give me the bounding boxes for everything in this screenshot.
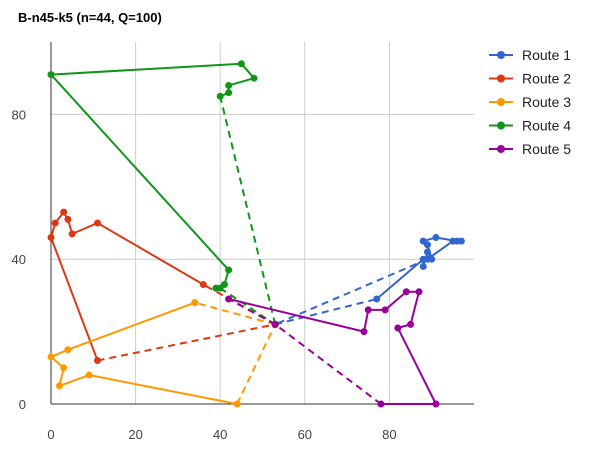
- route-4-series: [47, 60, 279, 328]
- customer-point: [377, 400, 385, 408]
- customer-point: [47, 71, 55, 79]
- legend-item-route-2: Route 2: [489, 71, 571, 87]
- legend-label: Route 4: [522, 118, 571, 134]
- route-edge: [228, 77, 255, 87]
- customer-point: [225, 266, 233, 274]
- route-depot-edge: [274, 298, 377, 326]
- legend-label: Route 1: [522, 47, 571, 63]
- customer-point: [47, 233, 55, 241]
- customer-point: [233, 400, 241, 408]
- customer-point: [216, 284, 224, 292]
- x-tick-label: 80: [382, 427, 396, 442]
- y-tick-label: 40: [12, 252, 26, 267]
- route-2-series: [47, 208, 279, 365]
- grid-layer: [51, 42, 474, 404]
- legend-swatch-marker: [497, 121, 505, 130]
- customer-point: [373, 295, 381, 303]
- customer-point: [449, 237, 457, 245]
- route-edge: [71, 222, 98, 235]
- customer-point: [94, 219, 102, 227]
- route-edge: [396, 327, 437, 405]
- customer-point: [381, 306, 389, 314]
- legend-swatch-marker: [497, 51, 505, 59]
- customer-point: [225, 295, 233, 303]
- chart-title: B-n45-k5 (n=44, Q=100): [18, 10, 162, 25]
- customer-point: [60, 364, 68, 372]
- series-layer: [47, 60, 465, 408]
- route-edge: [97, 222, 204, 286]
- customer-point: [457, 237, 465, 245]
- customer-point: [55, 382, 63, 390]
- legend-item-route-4: Route 4: [489, 118, 571, 134]
- customer-point: [423, 248, 431, 256]
- y-tick-label: 0: [19, 397, 26, 412]
- customer-point: [216, 92, 224, 100]
- legend: Route 1 Route 2 Route 3 Route 4 Route 5: [489, 47, 571, 157]
- route-depot-edge: [219, 287, 276, 326]
- x-tick-label: 40: [213, 427, 227, 442]
- customer-point: [364, 306, 372, 314]
- route-edge: [50, 62, 242, 76]
- route-edge: [363, 309, 370, 332]
- y-tick-label: 80: [12, 107, 26, 122]
- legend-item-route-5: Route 5: [489, 141, 571, 157]
- customer-point: [94, 357, 102, 365]
- route-depot-edge: [219, 96, 277, 325]
- legend-label: Route 3: [522, 94, 571, 110]
- legend-swatch-marker: [497, 145, 505, 153]
- customer-point: [60, 208, 68, 216]
- legend-swatch-marker: [497, 98, 505, 106]
- axis-layer: 0 20 40 60 80 0 40 80: [12, 42, 474, 442]
- route-depot-edge: [236, 323, 277, 405]
- route-depot-edge: [274, 258, 428, 326]
- customer-point: [237, 60, 245, 68]
- customer-point: [423, 255, 431, 263]
- customer-point: [402, 288, 410, 296]
- customer-point: [419, 262, 427, 270]
- route-depot-edge: [194, 301, 276, 326]
- route-5-series: [225, 288, 440, 408]
- route-edge: [384, 291, 407, 311]
- customer-point: [64, 215, 72, 223]
- customer-point: [250, 74, 258, 82]
- legend-label: Route 5: [522, 141, 571, 157]
- customer-point: [47, 353, 55, 361]
- legend-swatch-marker: [497, 74, 505, 83]
- customer-point: [225, 89, 233, 97]
- route-edge: [67, 301, 196, 351]
- legend-item-route-1: Route 1: [489, 47, 571, 63]
- x-tick-label: 20: [128, 427, 142, 442]
- customer-point: [432, 233, 440, 241]
- route-3-series: [47, 299, 279, 408]
- customer-point: [432, 400, 440, 408]
- customer-point: [85, 371, 93, 379]
- customer-point: [419, 237, 427, 245]
- legend-label: Route 2: [522, 71, 571, 87]
- route-edge: [228, 298, 365, 333]
- customer-point: [394, 324, 402, 332]
- x-tick-label: 60: [298, 427, 312, 442]
- route-depot-edge: [274, 323, 382, 405]
- customer-point: [225, 81, 233, 89]
- route-edge: [88, 374, 238, 405]
- route-depot-edge: [228, 298, 276, 326]
- customer-point: [407, 320, 415, 328]
- customer-point: [68, 230, 76, 238]
- route-edge: [409, 291, 420, 325]
- route-edge: [50, 237, 99, 361]
- customer-point: [360, 328, 368, 336]
- customer-point: [191, 299, 199, 307]
- route-edge: [50, 73, 230, 271]
- depot-point: [271, 320, 279, 328]
- x-tick-label: 0: [47, 427, 54, 442]
- customer-point: [64, 346, 72, 354]
- route-depot-edge: [97, 323, 276, 362]
- legend-item-route-3: Route 3: [489, 94, 571, 110]
- route-edge: [59, 374, 90, 387]
- customer-point: [415, 288, 423, 296]
- customer-point: [199, 281, 207, 289]
- route-edge: [376, 258, 424, 300]
- customer-point: [51, 219, 59, 227]
